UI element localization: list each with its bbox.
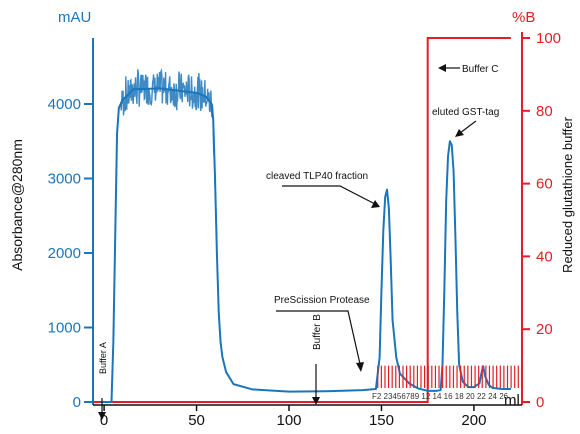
tlp40-annotation: cleaved TLP40 fraction: [266, 171, 380, 208]
x-axis-label: ml: [504, 392, 520, 409]
x-tick-label: 50: [188, 412, 205, 429]
left-axis-ticks: 0 1000 2000 3000 4000: [48, 96, 93, 411]
gst-tag-arrow-shaft: [459, 120, 477, 134]
gst-tag-arrow-icon: [455, 129, 464, 137]
left-tick-label: 4000: [48, 96, 81, 113]
right-axis-ticks: 0 20 40 60 80 100: [522, 30, 561, 411]
buffer-c-label: Buffer C: [462, 64, 499, 75]
right-axis-unit: %B: [512, 9, 535, 26]
left-axis-title: Absorbance@280nm: [9, 139, 25, 271]
left-tick-label: 0: [73, 394, 81, 411]
x-tick-label: 200: [461, 412, 486, 429]
x-tick-label: 0: [100, 412, 108, 429]
protease-label: PreScission Protease: [274, 295, 370, 306]
right-axis-title: Reduced glutathione buffer: [560, 116, 575, 273]
tlp40-arrow-shaft: [282, 185, 376, 205]
x-axis-ticks: 0 50 100 150 200: [100, 405, 486, 429]
right-tick-label: 20: [536, 321, 553, 338]
tlp40-label: cleaved TLP40 fraction: [266, 171, 368, 182]
x-tick-label: 100: [276, 412, 301, 429]
right-tick-label: 100: [536, 30, 561, 47]
right-tick-label: 40: [536, 248, 553, 265]
fraction-markers: [377, 365, 519, 388]
buffer-a-label: Buffer A: [98, 342, 108, 374]
right-tick-label: 80: [536, 103, 553, 120]
left-tick-label: 1000: [48, 320, 81, 337]
protease-arrow-icon: [356, 362, 364, 372]
left-tick-label: 3000: [48, 171, 81, 188]
gst-tag-annotation: eluted GST-tag: [432, 107, 499, 137]
buffer-c-annotation: Buffer C: [438, 64, 499, 75]
absorbance-line: [100, 87, 511, 403]
x-tick-label: 150: [369, 412, 394, 429]
buffer-b-arrow-icon: [312, 397, 320, 405]
fraction-numbers-label: F2 23456789 12 14 16 18 20 22 24 26: [372, 392, 509, 401]
buffer-c-arrow-icon: [438, 64, 446, 72]
buffer-gradient-line: [93, 37, 511, 403]
gst-tag-label: eluted GST-tag: [432, 107, 499, 118]
right-tick-label: 60: [536, 176, 553, 193]
left-tick-label: 2000: [48, 245, 81, 262]
protease-arrow-shaft: [276, 310, 361, 365]
series-layer: [93, 37, 511, 403]
buffer-a-annotation: Buffer A: [98, 342, 108, 420]
right-tick-label: 0: [536, 394, 544, 411]
buffer-a-arrow-icon: [98, 412, 106, 420]
buffer-b-annotation: Buffer B: [312, 314, 323, 405]
left-axis-unit: mAU: [58, 9, 91, 26]
tlp40-arrow-icon: [371, 200, 380, 208]
protease-annotation: PreScission Protease: [274, 295, 370, 372]
absorbance-noise-band: [120, 68, 218, 247]
buffer-b-label: Buffer B: [312, 314, 323, 350]
